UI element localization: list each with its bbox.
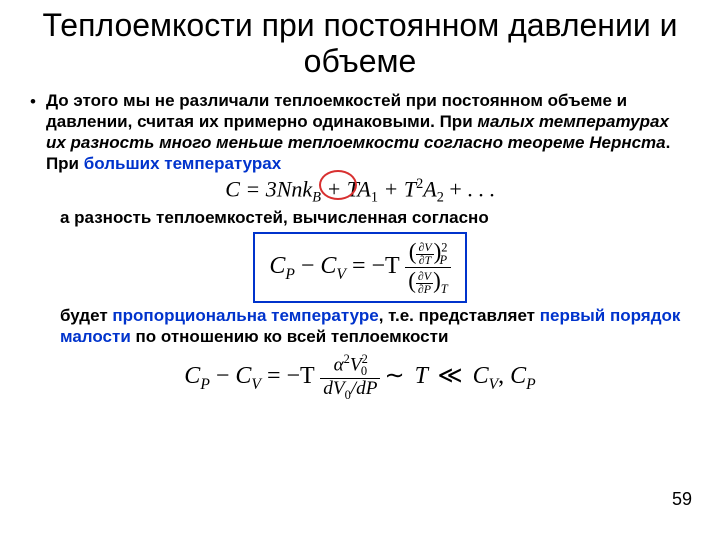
formula-2-wrap: CP − CV = −T (∂V∂T)2P(∂V∂P)T bbox=[30, 232, 690, 303]
paragraph-3: будет пропорциональна температуре, т.е. … bbox=[60, 305, 690, 347]
f3-cps: C bbox=[510, 363, 526, 389]
f2-p: P bbox=[285, 266, 295, 283]
para3-post: по отношению ко всей теплоемкости bbox=[131, 327, 449, 346]
f2-dfb: ∂P bbox=[416, 284, 433, 296]
f2-bigfrac: (∂V∂T)2P(∂V∂P)T bbox=[405, 239, 450, 296]
f2-dp2: ) bbox=[433, 267, 441, 293]
f3-v: V bbox=[251, 376, 261, 393]
f1-dots: + . . . bbox=[444, 176, 495, 201]
f3-den: dV bbox=[323, 378, 344, 399]
f1-a1s: 1 bbox=[371, 190, 378, 206]
formula-2-box: CP − CV = −T (∂V∂T)2P(∂V∂P)T bbox=[253, 232, 466, 303]
para3-pre: будет bbox=[60, 306, 112, 325]
paragraph-2: а разность теплоемкостей, вычисленная со… bbox=[60, 207, 690, 228]
f3-vs: V bbox=[489, 376, 499, 393]
f2-dp1: ( bbox=[408, 267, 416, 293]
f3-frac: α2V20dV0/dP bbox=[320, 353, 380, 402]
f2-dfrac: ∂V∂P bbox=[416, 271, 433, 296]
bullet-marker: • bbox=[30, 92, 36, 112]
f3-tilde: ∼ bbox=[380, 363, 408, 389]
page-number: 59 bbox=[672, 489, 692, 510]
f2-minus: − bbox=[295, 253, 321, 279]
formula-1-wrap: C = 3NnkB + TA1 + T2A2 + . . . bbox=[30, 176, 690, 207]
f3-na: α bbox=[334, 354, 344, 375]
f2-np1: ( bbox=[409, 238, 417, 264]
f2-v: V bbox=[336, 266, 346, 283]
f3-cv: C bbox=[235, 363, 251, 389]
formula-2: CP − CV = −T (∂V∂T)2P(∂V∂P)T bbox=[269, 239, 450, 296]
f3-ddp: /dP bbox=[351, 378, 378, 399]
f3-p: P bbox=[200, 376, 210, 393]
para3-blue1: пропорциональна температуре bbox=[112, 306, 378, 325]
f3-n0: 0 bbox=[361, 364, 367, 378]
f3-cp: C bbox=[184, 363, 200, 389]
f3-ll: ≪ bbox=[433, 363, 466, 389]
para1-blue: больших температурах bbox=[84, 154, 281, 173]
f2-eq: = −T bbox=[346, 253, 405, 279]
f2-nsub: P bbox=[440, 253, 448, 267]
paragraph-1: До этого мы не различали теплоемкостей п… bbox=[46, 90, 690, 174]
f1-a2s: 2 bbox=[437, 190, 444, 206]
f3-t: T bbox=[409, 363, 434, 389]
f3-cvs: C bbox=[467, 363, 489, 389]
f1-p1: + TA bbox=[321, 176, 371, 201]
formula-3: CP − CV = −T α2V20dV0/dP∼ T ≪ CV, CP bbox=[184, 353, 535, 402]
f3-minus: − bbox=[210, 363, 236, 389]
bullet-item: • До этого мы не различали теплоемкостей… bbox=[30, 90, 690, 174]
f1-kb: B bbox=[312, 190, 321, 206]
f2-cp: C bbox=[269, 253, 285, 279]
f3-nV: V bbox=[350, 354, 362, 375]
f3-comma: , bbox=[498, 363, 510, 389]
f1-lhs: C = 3Nnk bbox=[225, 176, 312, 201]
formula-3-wrap: CP − CV = −T α2V20dV0/dP∼ T ≪ CV, CP bbox=[30, 353, 690, 402]
f1-p2: + T bbox=[378, 176, 416, 201]
f2-dsub: T bbox=[441, 282, 448, 296]
f2-nfb: ∂T bbox=[416, 255, 433, 267]
f3-eq: = −T bbox=[261, 363, 320, 389]
f2-nfrac: ∂V∂T bbox=[416, 242, 433, 267]
f1-a2: A bbox=[423, 176, 436, 201]
f3-ps: P bbox=[526, 376, 536, 393]
slide-title: Теплоемкости при постоянном давлении и о… bbox=[30, 8, 690, 80]
slide: Теплоемкости при постоянном давлении и о… bbox=[0, 0, 720, 540]
formula-1: C = 3NnkB + TA1 + T2A2 + . . . bbox=[225, 176, 495, 207]
f2-cv: C bbox=[320, 253, 336, 279]
para3-mid: , т.е. представляет bbox=[379, 306, 540, 325]
